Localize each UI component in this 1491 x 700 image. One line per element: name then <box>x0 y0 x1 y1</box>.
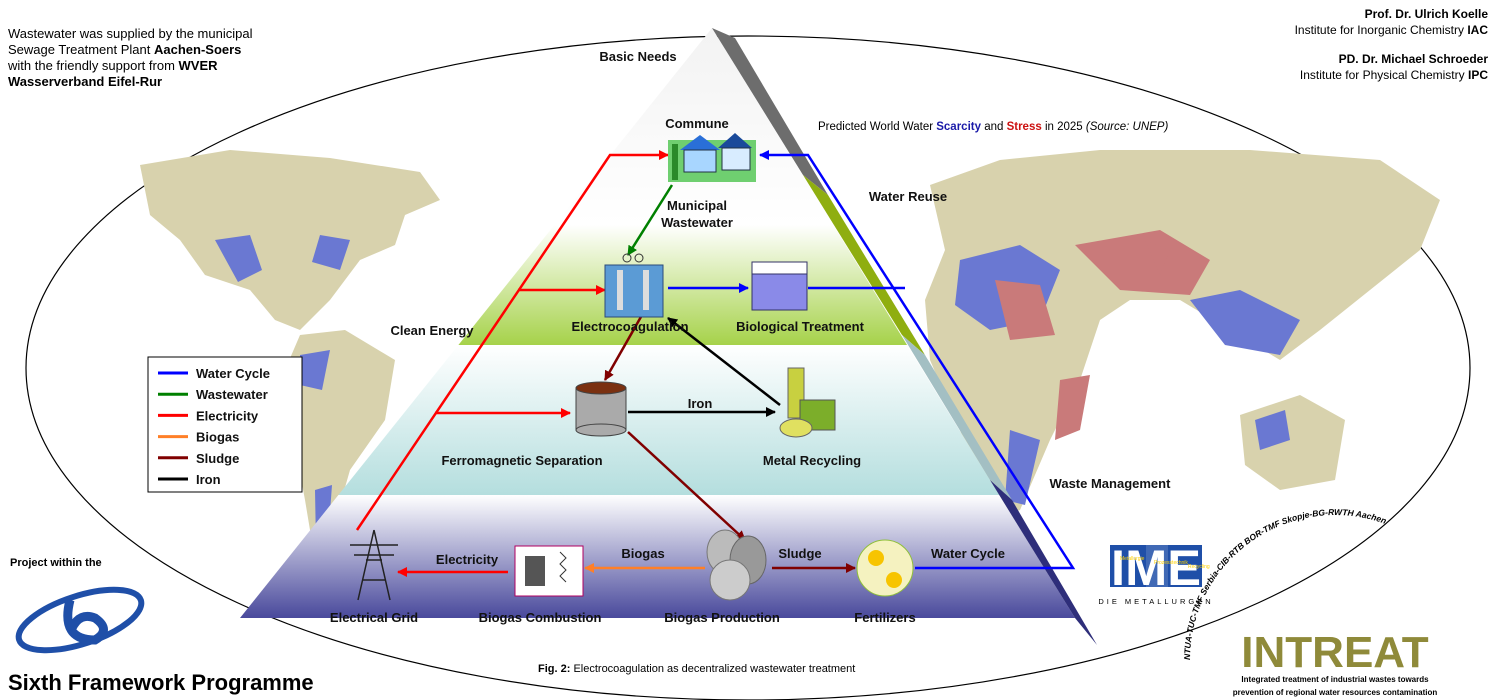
text-segment: Fig. 2: <box>538 663 570 675</box>
node-label: Iron <box>688 396 713 411</box>
node-label: Water Reuse <box>869 189 947 204</box>
text-segment: IPC <box>1468 68 1488 82</box>
node-label: Sludge <box>778 546 821 561</box>
ime-field: Recycling <box>1188 564 1210 570</box>
node-label: Clean Energy <box>390 323 474 338</box>
text-segment: Institute for Inorganic Chemistry <box>1295 23 1468 37</box>
node-label: Municipal <box>667 198 727 213</box>
text-segment: Electrocoagulation as decentralized wast… <box>570 663 855 675</box>
text-segment: Predicted World Water <box>818 121 936 133</box>
node-label: Metal Recycling <box>763 453 861 468</box>
author-name: Prof. Dr. Ulrich Koelle <box>1365 7 1489 21</box>
text-segment: Sewage Treatment Plant <box>8 42 154 57</box>
node-label: Biogas Production <box>664 610 780 625</box>
node-label: Ferromagnetic Separation <box>441 453 602 468</box>
text-segment: Wastewater was supplied by the municipal <box>8 26 253 41</box>
legend-label: Wastewater <box>196 387 268 402</box>
text-segment: WVER <box>179 58 219 73</box>
legend-label: Water Cycle <box>196 366 270 381</box>
ime-field: Metallurgie <box>1120 556 1145 562</box>
text-segment: Scarcity <box>936 121 981 133</box>
author-institute: Institute for Inorganic Chemistry IAC <box>1295 23 1489 37</box>
node-label: Electricity <box>436 552 499 567</box>
legend-label: Electricity <box>196 408 259 423</box>
project-intro: Project within the <box>10 557 102 569</box>
author-institute: Institute for Physical Chemistry IPC <box>1300 68 1488 82</box>
node-label: Biological Treatment <box>736 319 865 334</box>
node-label: Electrical Grid <box>330 610 418 625</box>
combustion-icon <box>515 546 583 596</box>
node-label: Basic Needs <box>599 49 676 64</box>
text-segment: Stress <box>1007 121 1042 133</box>
text-segment: IAC <box>1467 23 1488 37</box>
intreat-description: Integrated treatment of industrial waste… <box>1241 675 1429 684</box>
intro-line: Wastewater was supplied by the municipal <box>8 26 253 41</box>
author-name: PD. Dr. Michael Schroeder <box>1339 52 1489 66</box>
intreat-description: prevention of regional water resources c… <box>1233 688 1438 697</box>
legend-label: Biogas <box>196 430 239 445</box>
intreat-name: INTREAT <box>1241 628 1429 677</box>
text-segment: with the friendly support from <box>7 58 179 73</box>
poster: Water Cycle Wastewater Electricity Biogas Sl… <box>0 0 1491 700</box>
intro-line: Wasserverband Eifel-Rur <box>8 74 162 89</box>
node-label: Electrocoagulation <box>571 319 688 334</box>
text-segment: Wasserverband Eifel-Rur <box>8 74 162 89</box>
eu-logo <box>12 577 149 662</box>
node-label: Biogas <box>621 546 664 561</box>
node-label: Fertilizers <box>854 610 915 625</box>
text-segment: Aachen-Soers <box>154 42 241 57</box>
page: Water Cycle Wastewater Electricity Biogas Sl… <box>0 0 1491 700</box>
node-label: Wastewater <box>661 215 733 230</box>
node-label: Commune <box>665 116 729 131</box>
biological-treatment-icon <box>752 262 807 310</box>
fertilizer-icon <box>857 540 913 596</box>
legend-label: Iron <box>196 472 221 487</box>
legend-label: Sludge <box>196 451 239 466</box>
programme-name: Sixth Framework Programme <box>8 670 314 695</box>
intro-line: with the friendly support from WVER <box>7 58 218 73</box>
map-caption: Predicted World Water Scarcity and Stres… <box>818 121 1168 133</box>
separator-icon <box>576 382 626 436</box>
node-label: Waste Management <box>1050 476 1172 491</box>
node-label: Water Cycle <box>931 546 1005 561</box>
node-label: Biogas Combustion <box>479 610 602 625</box>
house-icon <box>668 133 756 182</box>
figure-caption: Fig. 2: Electrocoagulation as decentrali… <box>538 663 855 675</box>
text-segment: (Source: UNEP) <box>1086 121 1169 133</box>
text-segment: and <box>981 121 1007 133</box>
text-segment: in 2025 <box>1042 121 1086 133</box>
intro-line: Sewage Treatment Plant Aachen-Soers <box>8 42 241 57</box>
text-segment: Institute for Physical Chemistry <box>1300 68 1468 82</box>
ime-field: Prozesstechnik <box>1154 560 1188 566</box>
